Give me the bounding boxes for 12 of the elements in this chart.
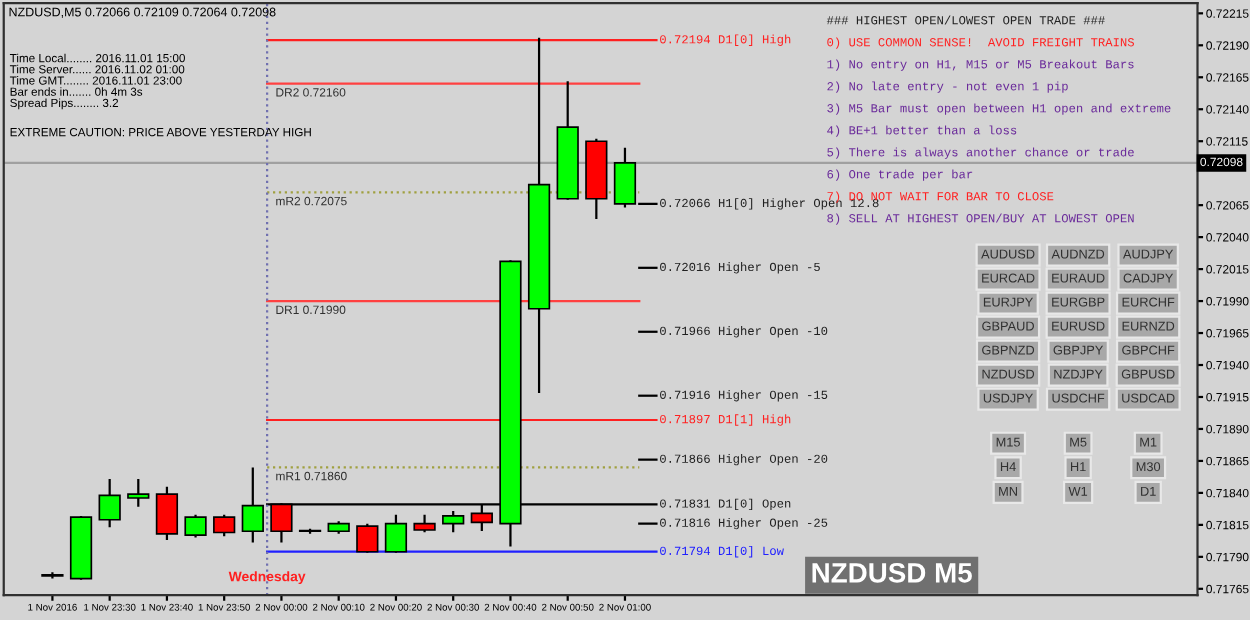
candlestick [384,514,408,553]
candlestick [98,478,121,528]
candlestick [213,514,236,537]
candlestick [155,486,179,541]
candlestick [356,523,379,553]
candlestick [241,467,264,543]
candlestick [298,528,322,534]
candlestick [442,510,465,533]
annotation: NZDUSD M5 [812,562,972,583]
candlestick [41,572,64,579]
candlestick [184,514,207,538]
candlestick [127,478,150,507]
